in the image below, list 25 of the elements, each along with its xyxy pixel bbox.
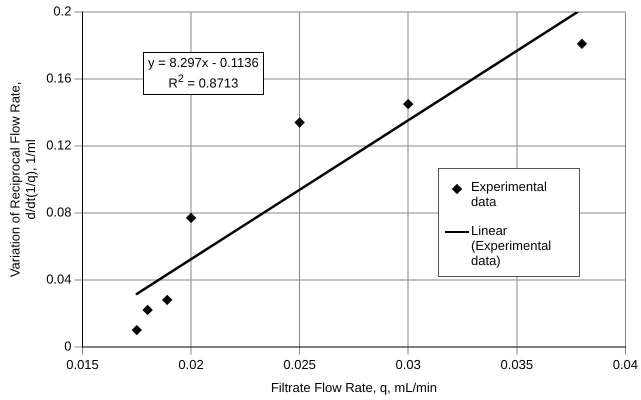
point bbox=[132, 325, 142, 336]
point bbox=[162, 294, 172, 305]
x-tick-label: 0.015 bbox=[66, 357, 99, 372]
x-tick-label: 0.02 bbox=[178, 357, 204, 372]
y-tick-label: 0.16 bbox=[46, 70, 72, 86]
point bbox=[186, 212, 196, 223]
x-tick-label: 0.035 bbox=[500, 357, 534, 372]
point bbox=[576, 38, 587, 49]
legend-label: Linear (Experimental data) bbox=[471, 223, 552, 268]
y-tick-label: 0 bbox=[64, 338, 72, 354]
legend-label: Experimental data bbox=[471, 179, 548, 209]
annotation: y = 8.297x - 0.1136 bbox=[148, 55, 259, 72]
y-tick-label: 0.2 bbox=[53, 4, 72, 19]
annotation: R$^{2}$ = 0.8713 bbox=[167, 72, 240, 92]
point bbox=[403, 99, 414, 110]
x-tick-label: 0.04 bbox=[612, 357, 638, 372]
y-axis-title: Variation of Reciprocal Flow Rate, d/dt(1/q), 1/ml bbox=[7, 82, 38, 278]
x-axis-title: Filtrate Flow Rate, q, mL/min bbox=[270, 380, 438, 395]
y-tick-label: 0.08 bbox=[46, 204, 72, 220]
x-tick-label: 0.025 bbox=[283, 357, 316, 372]
point bbox=[294, 117, 305, 128]
x-tick-label: 0.03 bbox=[396, 357, 421, 372]
point bbox=[142, 304, 153, 315]
y-tick-label: 0.04 bbox=[46, 271, 72, 286]
y-tick-label: 0.12 bbox=[46, 138, 72, 152]
